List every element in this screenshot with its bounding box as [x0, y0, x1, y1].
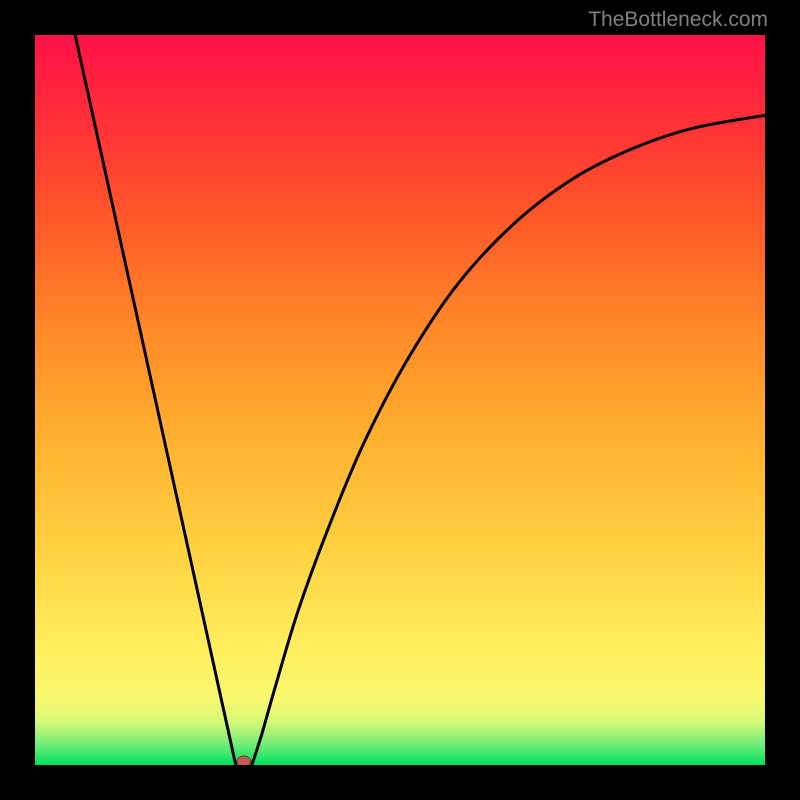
plot-area [35, 35, 765, 765]
optimum-marker [237, 756, 251, 765]
gradient-background [35, 35, 765, 765]
watermark-text: TheBottleneck.com [588, 8, 768, 32]
